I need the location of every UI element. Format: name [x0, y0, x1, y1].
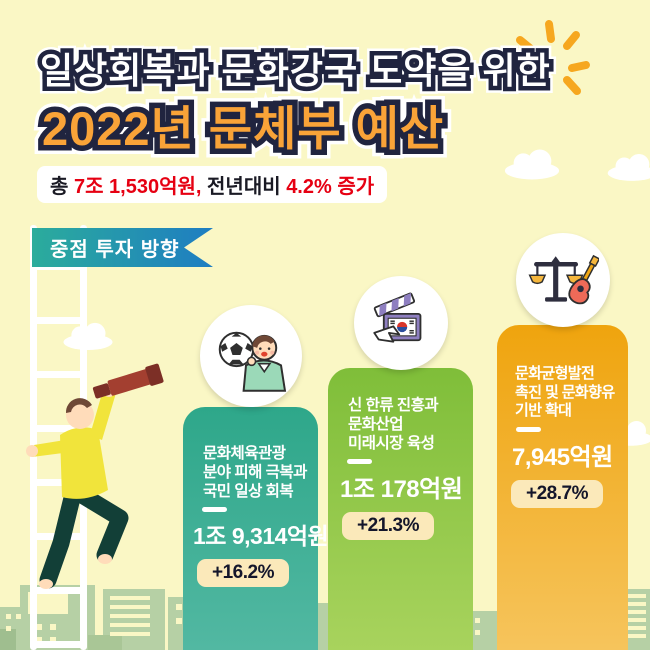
- person-with-telescope-illustration: [26, 363, 164, 589]
- divider-dash: [202, 507, 227, 512]
- divider-dash: [347, 459, 372, 464]
- column-title: 문화균형발전 촉진 및 문화향유 기반 확대: [515, 365, 615, 419]
- change-badge: +28.7%: [511, 479, 603, 508]
- change-badge: +21.3%: [342, 512, 434, 540]
- budget-column-sports-recovery: 문화체육관광 분야 피해 극복과 국민 일상 회복 1조 9,314억원 +16…: [183, 305, 329, 650]
- section-ribbon-badge: 중점 투자 방향: [32, 228, 213, 267]
- stat-prefix: 총: [50, 176, 74, 198]
- column-icon-circle: [199, 305, 302, 407]
- cloud-icon: [607, 154, 650, 181]
- cloud-icon: [63, 322, 113, 350]
- stat-middle: 전년대비: [201, 176, 287, 198]
- divider-dash: [516, 426, 541, 432]
- column-title: 신 한류 진흥과 문화산업 미래시장 육성: [348, 397, 439, 452]
- total-budget-box: 총 7조 1,530억원, 전년대비 4.2% 증가: [37, 166, 388, 203]
- sparkle-rays-icon: [516, 20, 590, 95]
- budget-column-hallyu: 신 한류 진흥과 문화산업 미래시장 육성 1조 178억원 +21.3%: [328, 276, 473, 650]
- column-icon-circle: [353, 276, 448, 370]
- budget-amount: 1조 178억원: [340, 476, 463, 503]
- column-title: 문화체육관광 분야 피해 극복과 국민 일상 회복: [203, 445, 307, 500]
- column-icon-circle: [515, 233, 610, 327]
- section-ribbon-label: 중점 투자 방향: [50, 239, 180, 261]
- budget-column-balance: 문화균형발전 촉진 및 문화향유 기반 확대 7,945억원 +28.7%: [497, 233, 628, 650]
- stat-total-amount: 7조 1,530억원,: [73, 176, 202, 198]
- scales-guitar-icon: [528, 255, 600, 305]
- clapperboard-korean-flag-icon: [373, 292, 422, 343]
- budget-amount: 1조 9,314억원: [193, 523, 329, 549]
- soccer-ball-person-icon: [218, 331, 286, 392]
- budget-amount: 7,945억원: [512, 443, 613, 471]
- stat-growth: 4.2% 증가: [286, 176, 375, 198]
- cloud-icon: [504, 149, 560, 180]
- change-badge: +16.2%: [197, 559, 289, 587]
